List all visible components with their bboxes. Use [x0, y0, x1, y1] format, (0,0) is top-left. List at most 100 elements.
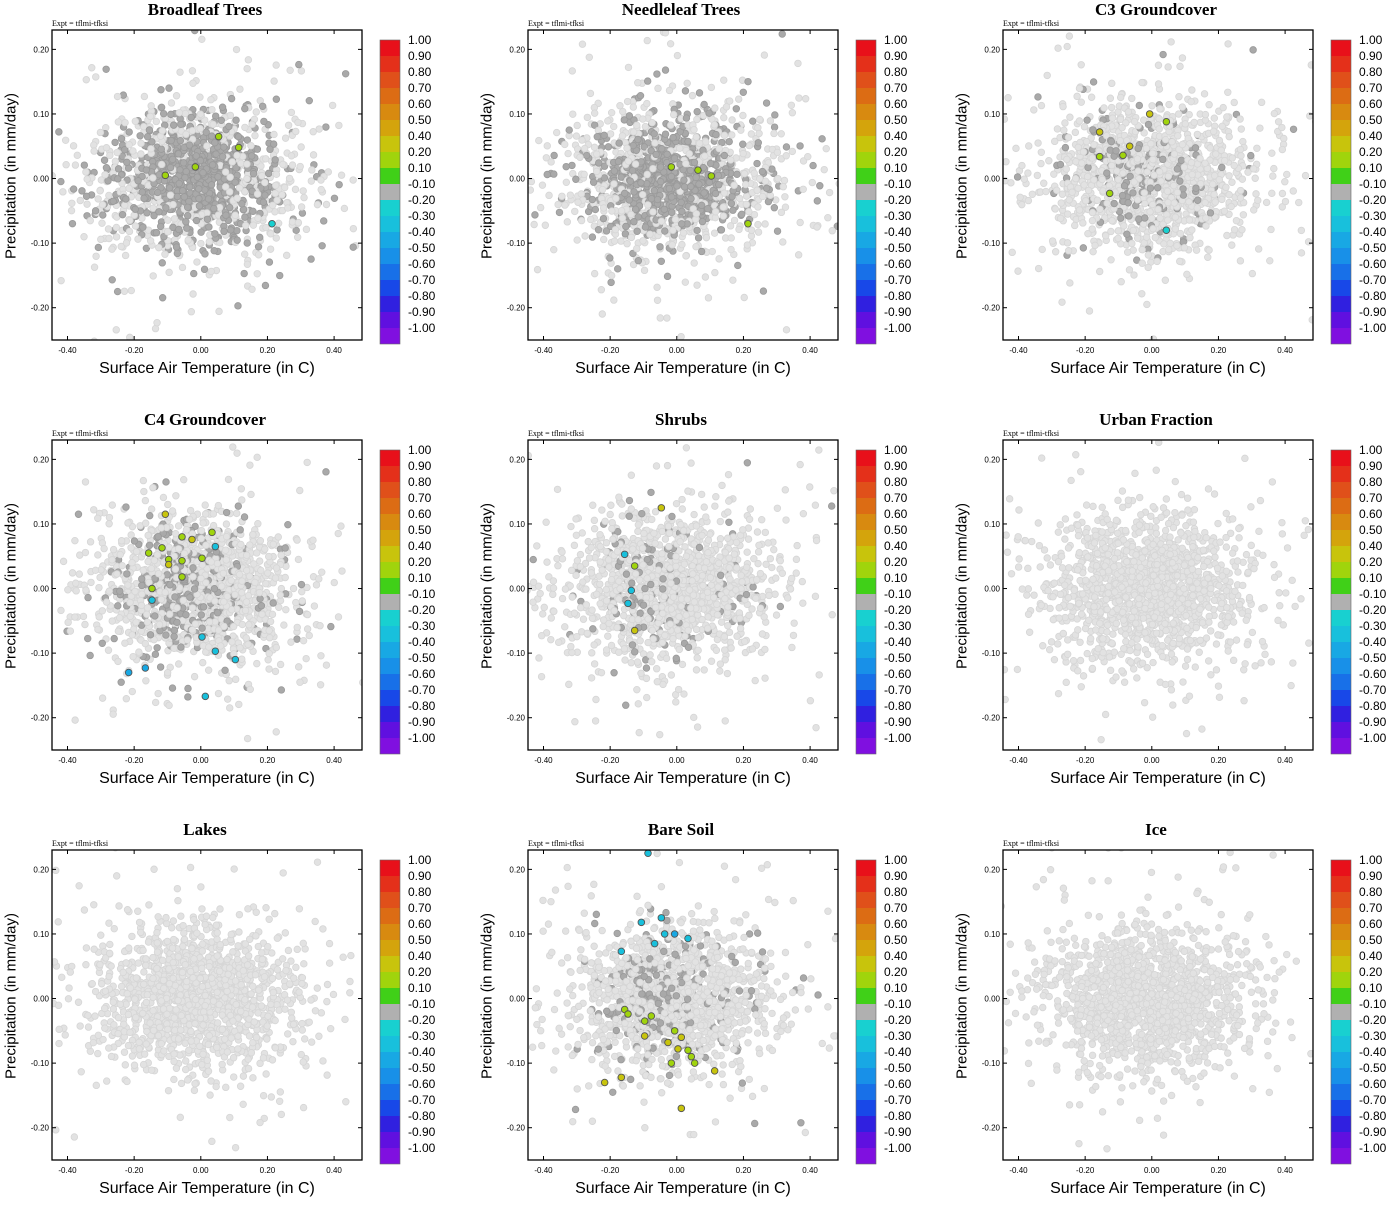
data-point-background — [267, 246, 274, 253]
data-point-highlight — [708, 173, 715, 180]
data-point-background — [843, 41, 850, 48]
x-tick-label: -0.20 — [601, 346, 620, 355]
colorbar-label: 0.40 — [1359, 130, 1382, 142]
data-point-background — [1080, 149, 1087, 156]
data-point-neutral — [146, 127, 153, 134]
data-point-background — [1231, 99, 1238, 106]
data-point-background — [1089, 217, 1096, 224]
data-point-background — [743, 201, 750, 208]
data-point-background — [298, 144, 305, 151]
data-point-background — [454, 214, 461, 221]
data-point-neutral — [1160, 156, 1167, 163]
data-point-background — [696, 140, 703, 147]
colorbar-swatch — [1331, 248, 1351, 264]
data-point-neutral — [157, 664, 164, 671]
colorbar-swatch — [380, 184, 400, 200]
colorbar-swatch — [1331, 136, 1351, 152]
data-point-neutral — [1174, 166, 1181, 173]
data-point-neutral — [1124, 231, 1131, 238]
data-point-background — [1270, 173, 1277, 180]
data-point-neutral — [683, 115, 690, 122]
data-point-neutral — [163, 205, 170, 212]
data-point-background — [298, 204, 305, 211]
data-point-neutral — [260, 199, 267, 206]
colorbar-label: -0.10 — [1359, 178, 1386, 190]
data-point-background — [87, 217, 94, 224]
colorbar-label: 0.20 — [884, 146, 907, 158]
data-point-neutral — [712, 190, 719, 197]
data-point-background — [1038, 102, 1045, 109]
data-point-background — [1157, 106, 1164, 113]
data-point-highlight — [235, 144, 242, 151]
data-point-neutral — [159, 294, 166, 301]
data-point-background — [826, 189, 833, 196]
data-point-background — [297, 163, 304, 170]
data-point-neutral — [589, 196, 596, 203]
data-point-highlight — [269, 220, 276, 227]
data-point-neutral — [115, 176, 122, 183]
data-point-neutral — [1136, 102, 1143, 109]
data-point-neutral — [193, 217, 200, 224]
data-point-background — [720, 114, 727, 121]
data-point-background — [1237, 146, 1244, 153]
data-point-neutral — [259, 103, 266, 110]
data-point-neutral — [814, 198, 821, 205]
data-point-background — [148, 103, 155, 110]
colorbar-swatch — [380, 120, 400, 136]
data-point-background — [1149, 201, 1156, 208]
data-point-background — [1117, 94, 1124, 101]
data-point-background — [1134, 156, 1141, 163]
data-point-background — [564, 219, 571, 226]
data-point-background — [581, 145, 588, 152]
colorbar-swatch — [856, 312, 876, 328]
data-point-background — [295, 119, 302, 126]
data-point-background — [582, 233, 589, 240]
data-point-neutral — [194, 174, 201, 181]
data-point-neutral — [1121, 183, 1128, 190]
data-point-neutral — [1141, 215, 1148, 222]
colorbar-label: 0.10 — [884, 162, 907, 174]
data-point-background — [1268, 226, 1275, 233]
data-point-background — [147, 237, 154, 244]
data-point-background — [809, 179, 816, 186]
data-point-background — [58, 277, 65, 284]
colorbar-label: 0.80 — [1359, 66, 1382, 78]
data-point-background — [1053, 187, 1060, 194]
data-point-neutral — [1062, 144, 1069, 151]
data-point-background — [1149, 215, 1156, 222]
data-point-background — [640, 116, 647, 123]
data-point-background — [600, 236, 607, 243]
data-point-background — [923, 82, 930, 89]
data-point-background — [654, 284, 661, 291]
colorbar-label: 0.60 — [884, 98, 907, 110]
data-point-background — [350, 225, 357, 232]
data-point-background — [1144, 301, 1151, 308]
data-point-neutral — [56, 129, 63, 136]
data-point-background — [294, 234, 301, 241]
data-point-background — [1046, 157, 1053, 164]
data-point-neutral — [1160, 51, 1167, 58]
data-point-neutral — [267, 146, 274, 153]
data-point-background — [731, 182, 738, 189]
data-point-background — [1174, 189, 1181, 196]
data-point-neutral — [1126, 213, 1133, 220]
data-point-neutral — [232, 179, 239, 186]
data-point-neutral — [1250, 47, 1257, 54]
data-point-background — [285, 122, 292, 129]
data-point-neutral — [234, 237, 241, 244]
data-point-background — [1155, 81, 1162, 88]
data-point-neutral — [615, 158, 622, 165]
data-point-background — [1254, 145, 1261, 152]
data-point-highlight — [215, 133, 222, 140]
data-point-background — [250, 222, 257, 229]
data-point-background — [1166, 101, 1173, 108]
data-point-background — [802, 95, 809, 102]
data-point-neutral — [601, 132, 608, 139]
data-point-neutral — [755, 139, 762, 146]
data-point-background — [1124, 249, 1131, 256]
data-point-background — [253, 109, 260, 116]
data-point-background — [727, 157, 734, 164]
data-point-neutral — [1147, 185, 1154, 192]
data-point-background — [147, 113, 154, 120]
